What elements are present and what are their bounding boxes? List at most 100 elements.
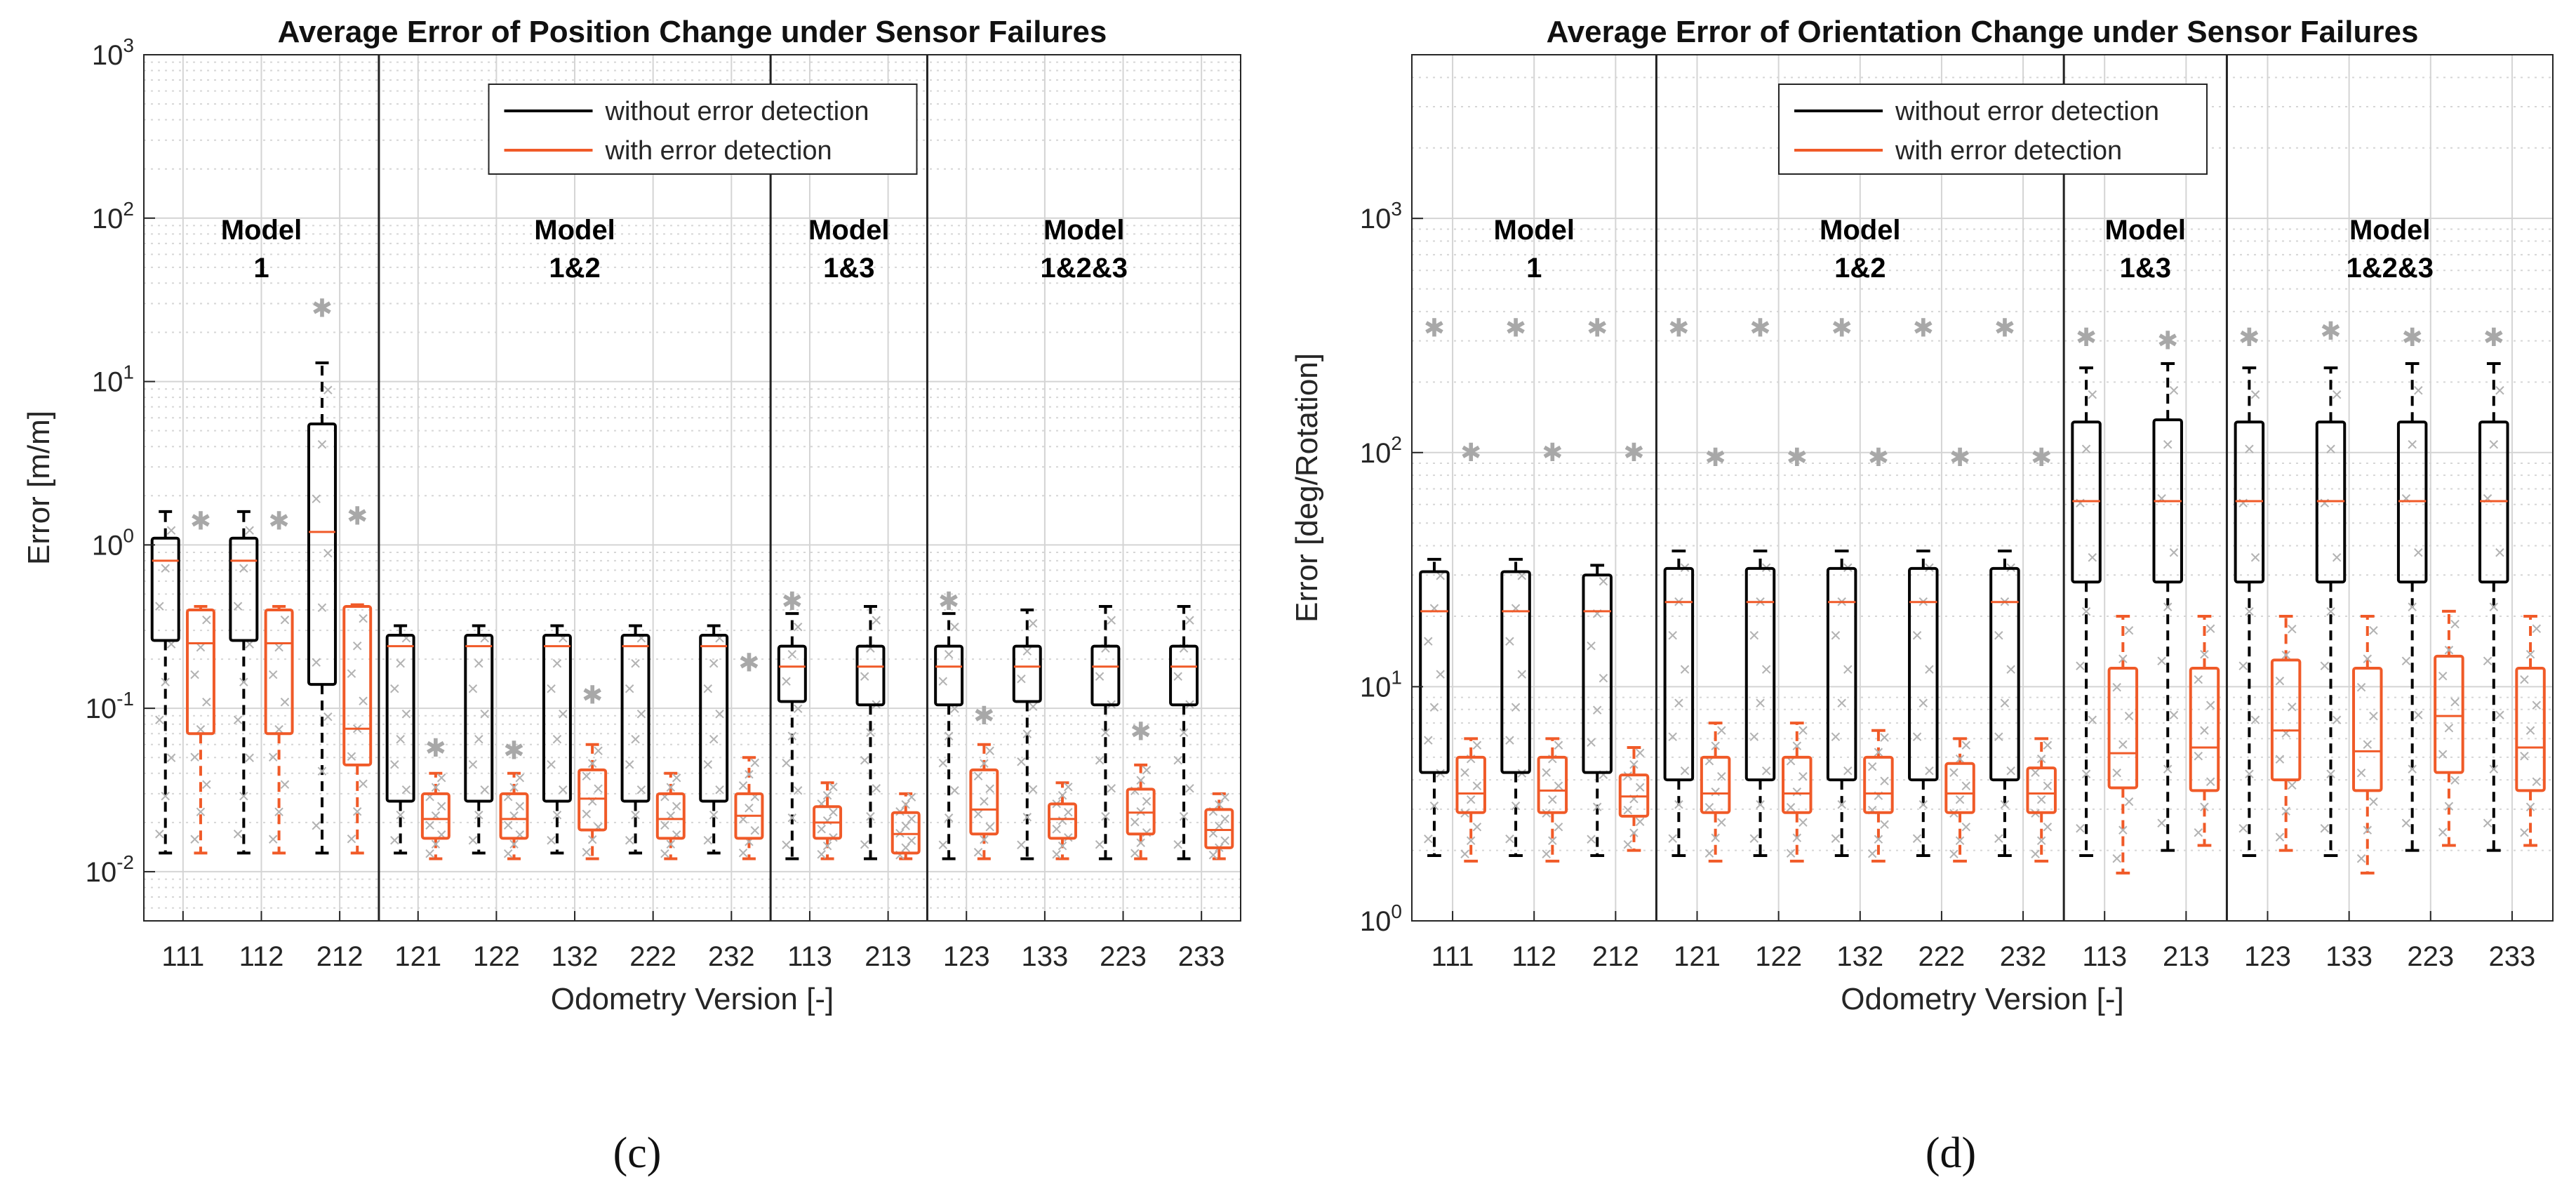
data-point: ×: [780, 752, 792, 774]
data-point: ×: [267, 746, 279, 768]
axes-frame: [143, 54, 1241, 922]
x-tick-label: 122: [473, 941, 520, 972]
data-point: ×: [1791, 780, 1803, 802]
data-point: ×: [2325, 601, 2336, 623]
box-iqr: [890, 811, 921, 855]
box-121: ×××××××××: [385, 624, 415, 855]
data-point: ×: [871, 609, 882, 631]
data-point: ×: [2437, 743, 2448, 765]
box-232: ×××××××××✱: [2026, 443, 2057, 865]
outlier-point: ✱: [1787, 443, 1808, 472]
data-point: ×: [587, 828, 598, 850]
data-point: ×: [1057, 784, 1068, 806]
data-point: ×: [2325, 438, 2336, 460]
data-point: ×: [1749, 828, 1760, 849]
data-point: ×: [2331, 709, 2342, 731]
box-132: ×××××××××✱: [578, 681, 608, 863]
box-212: ×××××××××✱: [1582, 313, 1613, 858]
data-point: ×: [473, 804, 484, 825]
data-point: ×: [822, 784, 833, 806]
data-point: ×: [1716, 719, 1727, 741]
data-point: ×: [816, 792, 827, 814]
caption-c: (c): [613, 1129, 662, 1177]
data-point: ×: [357, 607, 368, 629]
data-point: ×: [1213, 815, 1224, 837]
data-point: ×: [238, 785, 249, 806]
data-point: ×: [1208, 822, 1219, 844]
data-point: ×: [937, 834, 949, 856]
data-point: ×: [978, 790, 989, 812]
data-point: ×: [316, 433, 328, 455]
y-tick-label: 100: [92, 524, 134, 561]
outlier-point: ✱: [2076, 323, 2097, 352]
outlier-point: ✱: [1587, 313, 1608, 342]
group-label: 1: [253, 253, 269, 284]
data-point: ×: [195, 637, 206, 658]
outlier-point: ✱: [2157, 326, 2178, 355]
group-label: 1&3: [823, 253, 874, 284]
box-iqr: [185, 608, 215, 736]
data-point: ×: [2117, 819, 2128, 841]
data-point: ×: [552, 804, 563, 825]
data-point: ×: [273, 637, 284, 658]
x-tick-label: 122: [1755, 941, 1802, 972]
box-iqr: [1863, 755, 1894, 814]
data-point: ×: [2280, 644, 2291, 666]
data-point: ×: [1219, 808, 1230, 830]
series-with-error-detection: ×××××××××✱×××××××××✱×××××××××✱×××××××××✱…: [1455, 438, 2546, 875]
panel-c: Model1Model1&2Model1&3Model1&2&3××××××××…: [22, 15, 1241, 1016]
data-point: ×: [357, 690, 368, 712]
data-point: ×: [557, 627, 568, 649]
data-point: ×: [1516, 663, 1528, 685]
x-tick-label: 112: [239, 941, 284, 972]
data-point: ×: [1598, 667, 1609, 689]
data-point: ×: [316, 760, 328, 782]
data-point: ×: [1173, 665, 1184, 687]
data-point: ×: [1106, 778, 1117, 799]
data-point: ×: [273, 801, 284, 823]
data-point: ×: [592, 816, 603, 837]
group-label: Model: [221, 215, 302, 246]
outlier-point: ✱: [1668, 313, 1689, 342]
data-point: ×: [714, 627, 725, 649]
data-point: ×: [1709, 780, 1721, 802]
box-212: ×××××××××✱: [1618, 438, 1650, 855]
outlier-point: ✱: [2031, 443, 2052, 472]
x-tick-label: 213: [2163, 941, 2210, 972]
box-112: ×××××××××✱: [1500, 313, 1531, 858]
data-point: ×: [1679, 658, 1690, 680]
data-point: ×: [1219, 786, 1230, 808]
data-point: ×: [659, 843, 670, 865]
data-point: ×: [2274, 670, 2285, 692]
data-point: ×: [1873, 828, 1884, 850]
data-point: ×: [1540, 762, 1551, 783]
data-point: ×: [267, 664, 279, 686]
x-tick-label: 111: [1432, 941, 1474, 972]
box-122: ×××××××××✱: [1782, 443, 1813, 864]
box-233: ×××××××××: [1204, 786, 1234, 865]
data-point: ×: [985, 778, 996, 799]
data-point: ×: [708, 653, 719, 675]
x-tick-label: 223: [1100, 941, 1147, 972]
data-point: ×: [2443, 717, 2455, 739]
data-point: ×: [1094, 750, 1105, 771]
data-point: ×: [514, 824, 526, 846]
data-point: ×: [1178, 806, 1189, 828]
data-point: ×: [424, 843, 435, 865]
data-point: ×: [2488, 596, 2500, 618]
data-point: ×: [1141, 790, 1152, 812]
data-point: ×: [467, 753, 479, 775]
data-point: ×: [1667, 726, 1679, 748]
data-point: ×: [1504, 828, 1515, 850]
data-point: ×: [479, 627, 490, 649]
outlier-point: ✱: [1623, 438, 1644, 467]
box-iqr: [1012, 644, 1042, 703]
data-point: ×: [629, 728, 641, 750]
y-axis-label: Error [deg/Rotation]: [1290, 353, 1324, 623]
data-point: ×: [195, 719, 206, 740]
data-point: ×: [1471, 734, 1483, 756]
data-point: ×: [2036, 748, 2047, 769]
data-point: ×: [1797, 719, 1808, 741]
data-point: ×: [2156, 650, 2167, 672]
data-point: ×: [714, 703, 725, 724]
